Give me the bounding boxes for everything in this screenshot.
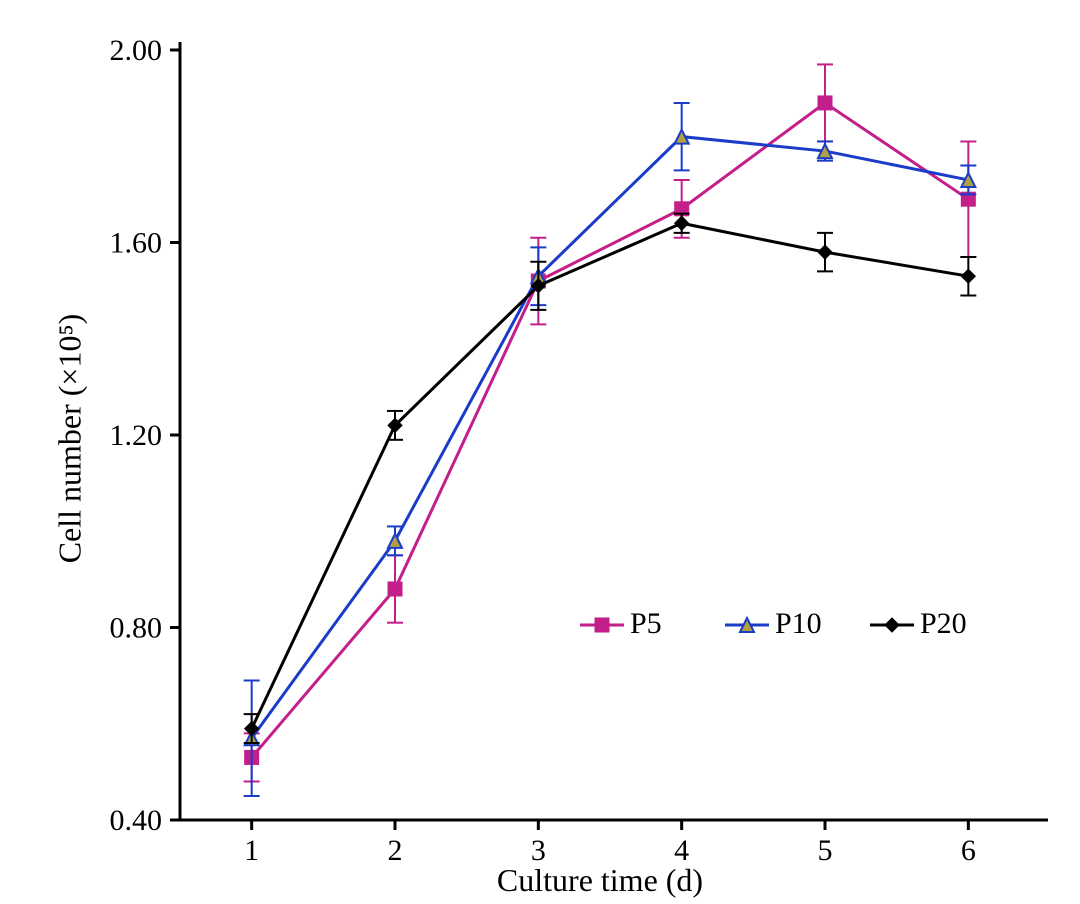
svg-text:0.40: 0.40	[110, 804, 163, 837]
y-axis-label: Cell number (×10⁵)	[52, 289, 89, 589]
svg-text:1.60: 1.60	[110, 227, 163, 260]
x-axis-label: Culture time (d)	[400, 862, 800, 899]
svg-text:1.20: 1.20	[110, 419, 163, 452]
svg-text:1: 1	[244, 834, 259, 867]
svg-text:5: 5	[818, 834, 833, 867]
chart-container: 0.400.801.201.602.00123456 Cell number (…	[0, 0, 1080, 904]
svg-text:0.80: 0.80	[110, 612, 163, 645]
svg-text:2.00: 2.00	[110, 34, 163, 67]
legend-item-P20: P20	[920, 607, 967, 641]
chart-svg: 0.400.801.201.602.00123456	[0, 0, 1080, 904]
legend-item-P5: P5	[630, 607, 662, 641]
svg-text:6: 6	[961, 834, 976, 867]
legend-item-P10: P10	[775, 607, 822, 641]
